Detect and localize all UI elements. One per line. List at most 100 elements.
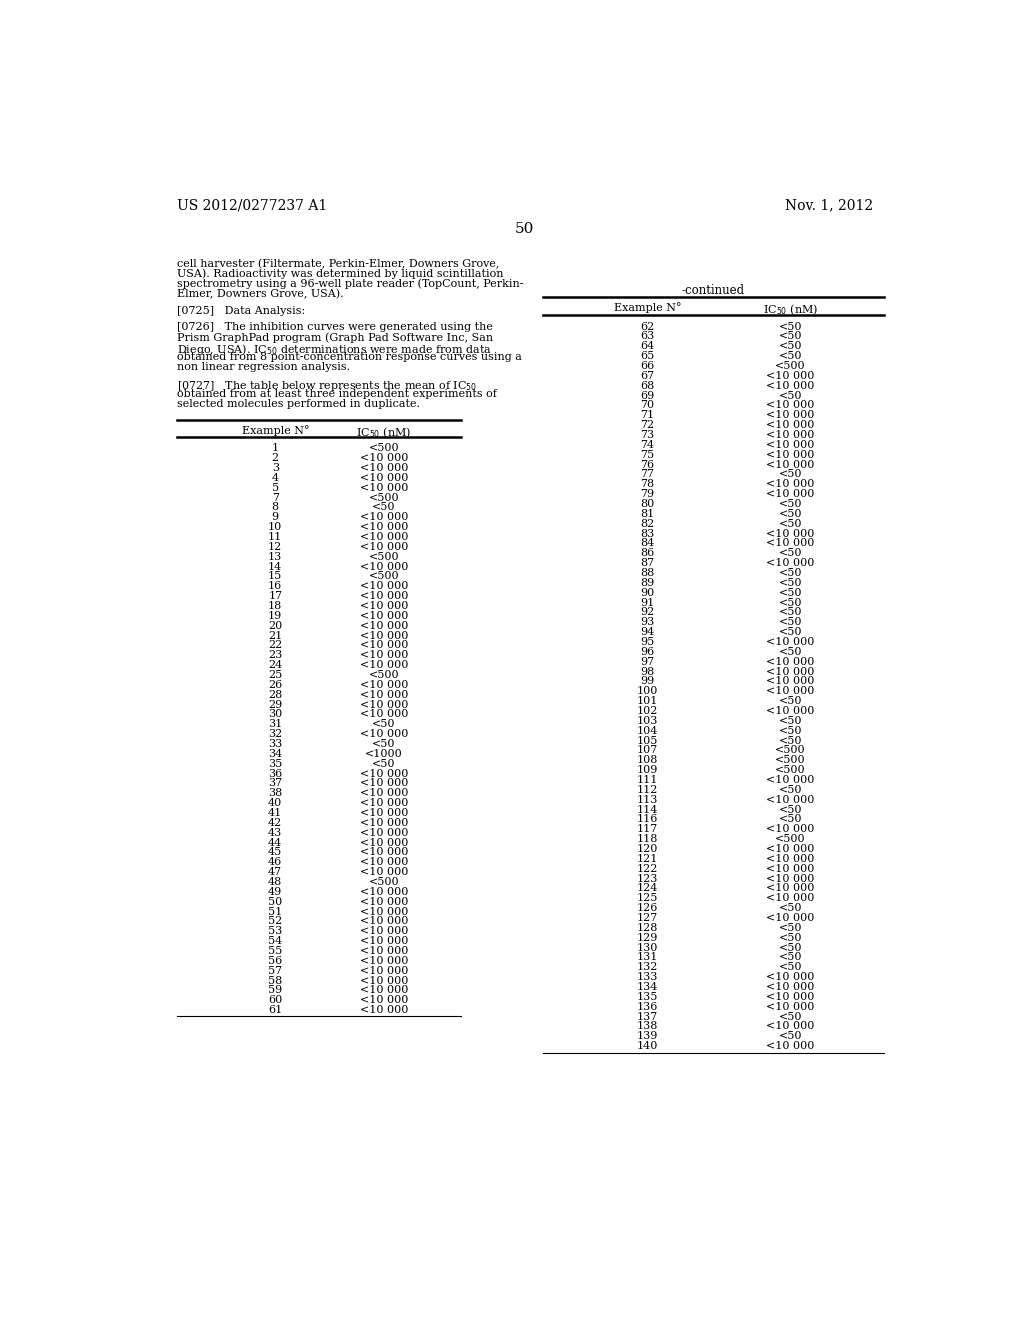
- Text: 94: 94: [640, 627, 654, 638]
- Text: 83: 83: [640, 528, 654, 539]
- Text: Nov. 1, 2012: Nov. 1, 2012: [784, 198, 872, 213]
- Text: USA). Radioactivity was determined by liquid scintillation: USA). Radioactivity was determined by li…: [177, 268, 504, 279]
- Text: 26: 26: [268, 680, 283, 690]
- Text: <10 000: <10 000: [766, 972, 815, 982]
- Text: <10 000: <10 000: [766, 450, 815, 459]
- Text: <500: <500: [369, 876, 399, 887]
- Text: 82: 82: [640, 519, 654, 529]
- Text: <50: <50: [779, 499, 803, 510]
- Text: 16: 16: [268, 581, 283, 591]
- Text: 127: 127: [637, 913, 657, 923]
- Text: 17: 17: [268, 591, 283, 601]
- Text: 89: 89: [640, 578, 654, 587]
- Text: <10 000: <10 000: [766, 490, 815, 499]
- Text: IC$_{50}$ (nM): IC$_{50}$ (nM): [763, 302, 818, 317]
- Text: 33: 33: [268, 739, 283, 748]
- Text: 133: 133: [637, 972, 658, 982]
- Text: Diego, USA). IC$_{50}$ determinations were made from data: Diego, USA). IC$_{50}$ determinations we…: [177, 342, 492, 358]
- Text: 38: 38: [268, 788, 283, 799]
- Text: <10 000: <10 000: [359, 788, 408, 799]
- Text: <10 000: <10 000: [359, 532, 408, 543]
- Text: <500: <500: [369, 572, 399, 581]
- Text: <10 000: <10 000: [766, 400, 815, 411]
- Text: 30: 30: [268, 709, 283, 719]
- Text: 45: 45: [268, 847, 283, 858]
- Text: <10 000: <10 000: [766, 1022, 815, 1031]
- Text: <10 000: <10 000: [359, 985, 408, 995]
- Text: 139: 139: [637, 1031, 658, 1041]
- Text: <50: <50: [779, 696, 803, 706]
- Text: <10 000: <10 000: [766, 657, 815, 667]
- Text: <10 000: <10 000: [359, 838, 408, 847]
- Text: 44: 44: [268, 838, 283, 847]
- Text: 90: 90: [640, 587, 654, 598]
- Text: 129: 129: [637, 933, 658, 942]
- Text: <10 000: <10 000: [359, 995, 408, 1006]
- Text: Elmer, Downers Grove, USA).: Elmer, Downers Grove, USA).: [177, 289, 343, 298]
- Text: 50: 50: [515, 222, 535, 236]
- Text: 50: 50: [268, 896, 283, 907]
- Text: <10 000: <10 000: [766, 528, 815, 539]
- Text: 24: 24: [268, 660, 283, 671]
- Text: 10: 10: [268, 523, 283, 532]
- Text: <50: <50: [779, 470, 803, 479]
- Text: 80: 80: [640, 499, 654, 510]
- Text: <10 000: <10 000: [359, 473, 408, 483]
- Text: <10 000: <10 000: [766, 686, 815, 697]
- Text: 123: 123: [637, 874, 658, 883]
- Text: <10 000: <10 000: [359, 956, 408, 966]
- Text: <50: <50: [779, 342, 803, 351]
- Text: IC$_{50}$ (nM): IC$_{50}$ (nM): [356, 425, 412, 440]
- Text: <10 000: <10 000: [359, 828, 408, 838]
- Text: 120: 120: [637, 843, 658, 854]
- Text: <10 000: <10 000: [359, 660, 408, 671]
- Text: 77: 77: [640, 470, 654, 479]
- Text: 13: 13: [268, 552, 283, 562]
- Text: 51: 51: [268, 907, 283, 916]
- Text: 98: 98: [640, 667, 654, 677]
- Text: <50: <50: [779, 805, 803, 814]
- Text: 137: 137: [637, 1011, 657, 1022]
- Text: <10 000: <10 000: [359, 857, 408, 867]
- Text: <10 000: <10 000: [766, 775, 815, 785]
- Text: 101: 101: [637, 696, 658, 706]
- Text: <10 000: <10 000: [359, 907, 408, 916]
- Text: 57: 57: [268, 966, 283, 975]
- Text: 99: 99: [640, 676, 654, 686]
- Text: <10 000: <10 000: [359, 453, 408, 463]
- Text: 46: 46: [268, 857, 283, 867]
- Text: <50: <50: [779, 627, 803, 638]
- Text: 8: 8: [271, 503, 279, 512]
- Text: <50: <50: [779, 322, 803, 331]
- Text: <50: <50: [779, 351, 803, 362]
- Text: 75: 75: [640, 450, 654, 459]
- Text: 18: 18: [268, 601, 283, 611]
- Text: <50: <50: [372, 719, 395, 729]
- Text: 125: 125: [637, 894, 658, 903]
- Text: <10 000: <10 000: [766, 638, 815, 647]
- Text: <50: <50: [779, 953, 803, 962]
- Text: 65: 65: [640, 351, 654, 362]
- Text: 32: 32: [268, 729, 283, 739]
- Text: 102: 102: [637, 706, 658, 715]
- Text: <10 000: <10 000: [359, 927, 408, 936]
- Text: 48: 48: [268, 876, 283, 887]
- Text: 9: 9: [271, 512, 279, 523]
- Text: <10 000: <10 000: [359, 523, 408, 532]
- Text: <10 000: <10 000: [359, 543, 408, 552]
- Text: 4: 4: [271, 473, 279, 483]
- Text: obtained from 8 point-concentration response curves using a: obtained from 8 point-concentration resp…: [177, 352, 521, 363]
- Text: 43: 43: [268, 828, 283, 838]
- Text: <10 000: <10 000: [766, 824, 815, 834]
- Text: <10 000: <10 000: [359, 591, 408, 601]
- Text: <1000: <1000: [365, 748, 402, 759]
- Text: 64: 64: [640, 342, 654, 351]
- Text: 55: 55: [268, 946, 283, 956]
- Text: <500: <500: [369, 492, 399, 503]
- Text: <10 000: <10 000: [359, 896, 408, 907]
- Text: 105: 105: [637, 735, 658, 746]
- Text: <500: <500: [775, 755, 806, 766]
- Text: 121: 121: [637, 854, 658, 863]
- Text: <50: <50: [779, 391, 803, 401]
- Text: 56: 56: [268, 956, 283, 966]
